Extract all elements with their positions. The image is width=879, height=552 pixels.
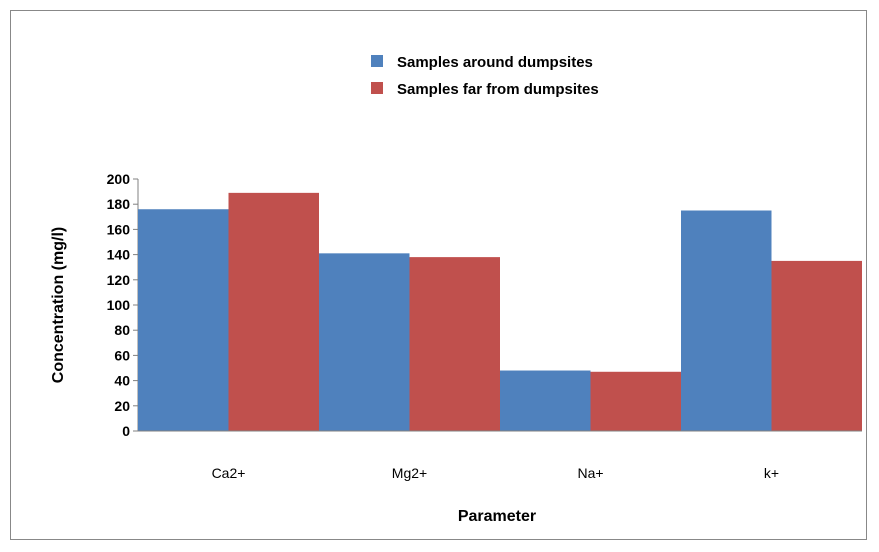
- legend: Samples around dumpsites Samples far from…: [371, 54, 599, 98]
- x-axis: Ca2+ Mg2+ Na+ k+: [138, 431, 862, 481]
- y-axis-title: Concentration (mg/l): [50, 227, 67, 383]
- bar-far-2: [591, 372, 682, 431]
- bars: [138, 193, 862, 431]
- legend-swatch: [371, 55, 383, 67]
- y-tick-label: 0: [122, 423, 130, 439]
- y-tick-label: 140: [107, 247, 131, 263]
- y-tick-label: 80: [114, 322, 130, 338]
- x-category-label: Mg2+: [392, 465, 427, 481]
- y-tick-label: 60: [114, 347, 130, 363]
- x-category-label: Na+: [577, 465, 603, 481]
- bar-far-1: [410, 257, 501, 431]
- x-category-label: Ca2+: [212, 465, 246, 481]
- bar-far-3: [772, 261, 863, 431]
- bar-around-0: [138, 209, 229, 431]
- bar-around-3: [681, 211, 772, 432]
- y-axis: 0 20 40 60 80 100 120 140 160 180 200: [107, 171, 138, 439]
- legend-swatch: [371, 82, 383, 94]
- legend-entry-label: Samples far from dumpsites: [397, 81, 599, 98]
- x-category-label: k+: [764, 465, 779, 481]
- y-tick-label: 160: [107, 221, 131, 237]
- bar-around-1: [319, 253, 410, 431]
- x-axis-title: Parameter: [458, 508, 536, 525]
- y-tick-label: 180: [107, 196, 131, 212]
- y-tick-label: 120: [107, 272, 131, 288]
- y-tick-label: 20: [114, 398, 130, 414]
- bar-far-0: [229, 193, 320, 431]
- y-tick-label: 40: [114, 373, 130, 389]
- legend-entry-label: Samples around dumpsites: [397, 54, 593, 71]
- y-tick-label: 200: [107, 171, 131, 187]
- bar-around-2: [500, 371, 591, 431]
- y-tick-label: 100: [107, 297, 131, 313]
